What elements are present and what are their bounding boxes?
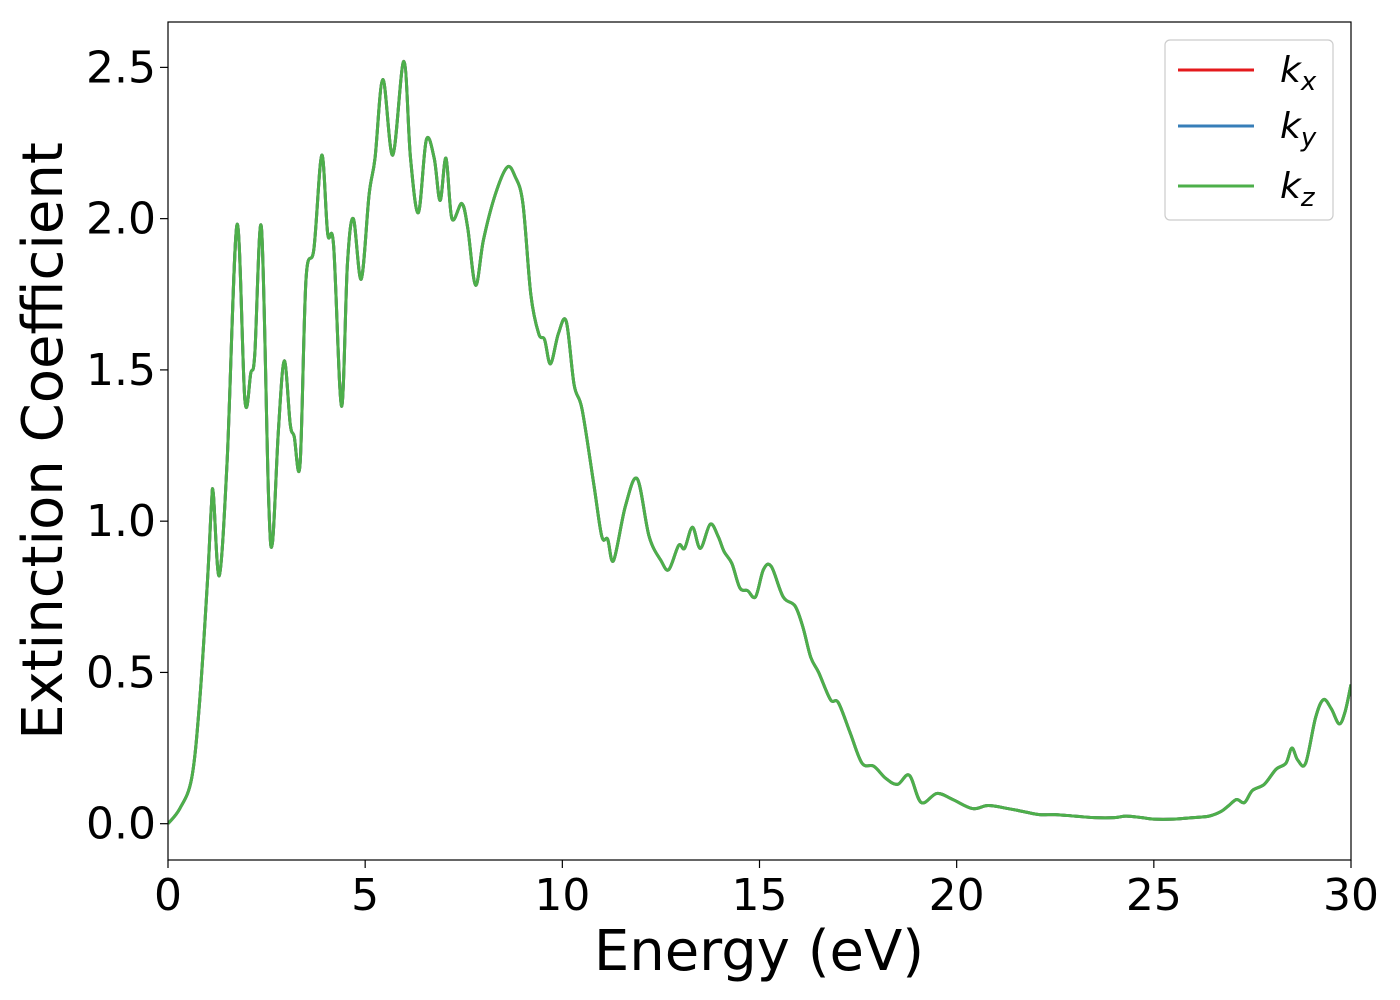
x-tick-label: 25 — [1126, 870, 1182, 921]
x-tick-label: 5 — [351, 870, 379, 921]
legend-box — [1164, 39, 1334, 221]
x-tick-label: 30 — [1323, 870, 1379, 921]
y-tick-label: 1.5 — [86, 345, 156, 396]
y-tick-label: 2.5 — [86, 42, 156, 93]
x-tick-label: 20 — [929, 870, 985, 921]
legend: kx ky kz — [1164, 39, 1334, 221]
series-line-kz — [168, 59, 1351, 825]
y-tick-label: 2.0 — [86, 194, 156, 245]
x-tick-label: 0 — [154, 870, 182, 921]
y-axis: 0.0 0.5 1.0 1.5 2.0 2.5 — [86, 42, 168, 850]
y-axis-title: Extinction Coefficient — [11, 142, 76, 740]
x-axis: 0 5 10 15 20 25 30 — [154, 860, 1379, 921]
legend-label-kz: kz — [1280, 166, 1316, 213]
y-tick-label: 1.0 — [86, 496, 156, 547]
y-tick-label: 0.5 — [86, 647, 156, 698]
legend-label-kx: kx — [1280, 50, 1317, 97]
legend-entry-ky: ky — [1178, 106, 1317, 153]
x-tick-label: 10 — [534, 870, 590, 921]
x-tick-label: 15 — [732, 870, 788, 921]
y-tick-label: 0.0 — [86, 799, 156, 850]
legend-entry-kz: kz — [1178, 166, 1316, 213]
legend-entry-kx: kx — [1178, 50, 1317, 97]
legend-label-ky: ky — [1280, 106, 1317, 153]
x-axis-title: Energy (eV) — [594, 919, 924, 984]
plot-area — [168, 59, 1351, 825]
